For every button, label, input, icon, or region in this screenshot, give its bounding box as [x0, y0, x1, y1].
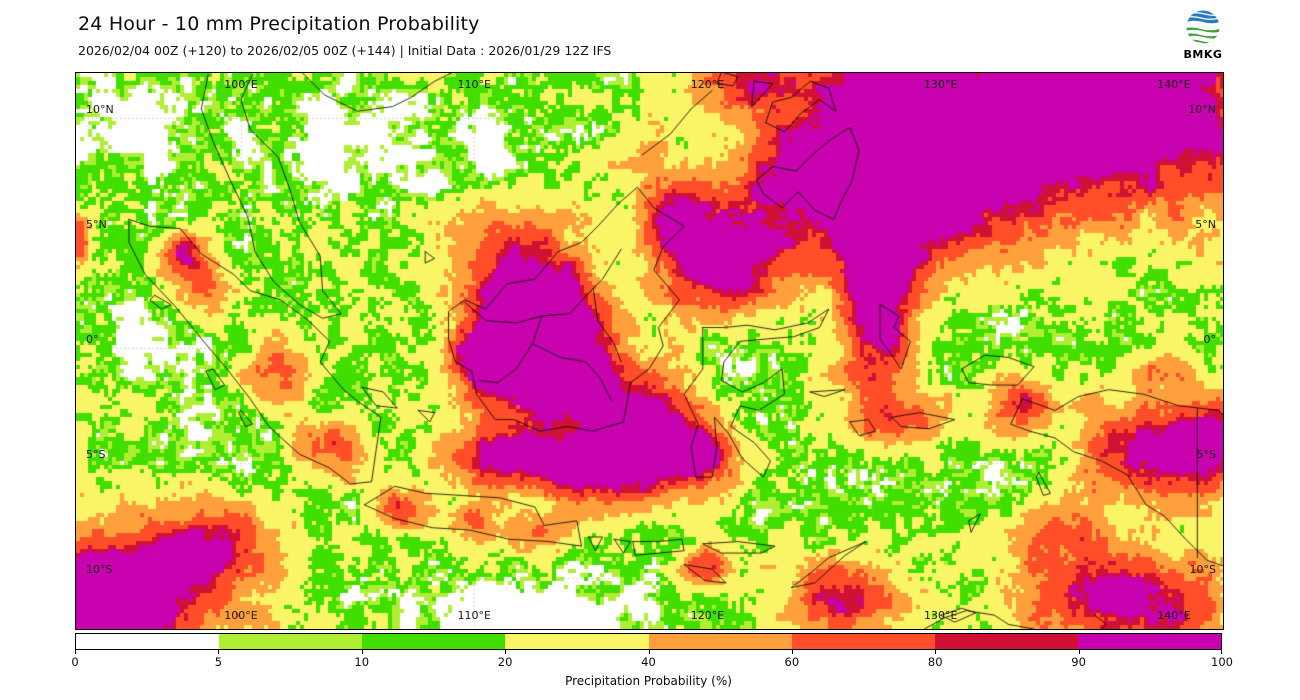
- colorbar: [75, 633, 1222, 650]
- colorbar-segment-60-80: [791, 634, 935, 649]
- colorbar-segment-40-60: [648, 634, 792, 649]
- colorbar-tick-mark: [505, 650, 507, 654]
- colorbar-tick-mark: [361, 650, 363, 654]
- map-area: 100°E 100°E 110°E 110°E 120°E 120°E 130°E 130°E…: [75, 72, 1224, 630]
- colorbar-tick-label: 0: [71, 655, 79, 669]
- colorbar-segment-5-10: [219, 634, 363, 649]
- colorbar-tick-mark: [791, 650, 793, 654]
- colorbar-tick-mark: [75, 650, 76, 654]
- colorbar-tick-mark: [935, 650, 937, 654]
- bmkg-logo-icon: [1186, 10, 1220, 44]
- colorbar-axis-label: Precipitation Probability (%): [565, 674, 732, 688]
- colorbar-tick-mark: [1221, 650, 1222, 654]
- colorbar-segment-90-100: [1077, 634, 1221, 649]
- colorbar-tick-label: 80: [927, 655, 943, 669]
- colorbar-tick-mark: [648, 650, 650, 654]
- colorbar-tick-label: 10: [354, 655, 370, 669]
- page-subtitle: 2026/02/04 00Z (+120) to 2026/02/05 00Z …: [78, 43, 612, 58]
- colorbar-segment-0-5: [76, 634, 220, 649]
- bmkg-logo: BMKG: [1180, 8, 1226, 61]
- colorbar-area: 0 5 10 20 40 60 80 90 100 Precipitation Probabil…: [71, 633, 1233, 688]
- colorbar-segment-80-90: [934, 634, 1078, 649]
- colorbar-tick-label: 20: [497, 655, 513, 669]
- colorbar-tick-mark: [218, 650, 220, 654]
- bmkg-logo-text: BMKG: [1183, 48, 1223, 61]
- colorbar-tick-label: 40: [641, 655, 656, 669]
- colorbar-tick-label: 100: [1211, 655, 1233, 669]
- colorbar-segment-20-40: [505, 634, 649, 649]
- colorbar-tick-label: 5: [214, 655, 223, 669]
- colorbar-tick-row: 0 5 10 20 40 60 80 90 100: [71, 650, 1233, 672]
- colorbar-tick-label: 90: [1071, 655, 1086, 669]
- colorbar-segment-10-20: [362, 634, 506, 649]
- colorbar-tick-mark: [1078, 650, 1080, 654]
- precipitation-map-canvas: [76, 73, 1223, 629]
- colorbar-tick-label: 60: [784, 655, 800, 669]
- page-title: 24 Hour - 10 mm Precipitation Probabilit…: [78, 13, 480, 35]
